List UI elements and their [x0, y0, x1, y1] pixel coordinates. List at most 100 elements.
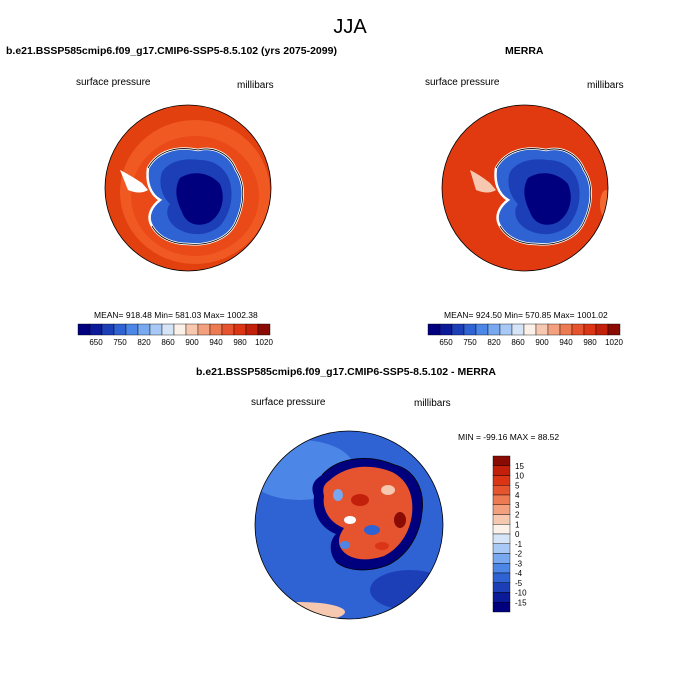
colorbar-3-swatch	[492, 524, 511, 535]
map3-border	[254, 430, 444, 620]
colorbar-3-swatch	[492, 543, 511, 554]
colorbar-2-swatch	[583, 323, 597, 336]
map3-speckle-blue-1	[364, 525, 380, 535]
colorbar-2-swatch	[427, 323, 441, 336]
colorbar-1-swatch	[137, 323, 151, 336]
colorbar-1-tick-label: 900	[185, 338, 199, 347]
colorbar-1-tick-label: 860	[161, 338, 175, 347]
colorbar-2-swatch	[607, 323, 621, 336]
panel2-title: MERRA	[505, 45, 544, 57]
colorbar-3-tick-label: 15	[515, 462, 524, 471]
colorbar-3-swatch	[492, 485, 511, 496]
map2-coastline	[495, 148, 592, 245]
colorbar-3-swatch	[492, 582, 511, 593]
map3-speckle-blue-2	[340, 541, 350, 549]
map2-east-patch	[600, 190, 608, 218]
map1-coastline	[147, 148, 244, 245]
colorbar-2-swatch	[547, 323, 561, 336]
colorbar-2-tick-label: 940	[559, 338, 573, 347]
colorbar-2-tick-label: 980	[583, 338, 597, 347]
panel1-stats: MEAN= 918.48 Min= 581.03 Max= 1002.38	[94, 310, 258, 320]
page-title: JJA	[333, 16, 367, 38]
colorbar-1-swatch	[149, 323, 163, 336]
map2-border	[441, 104, 609, 272]
map2-antarctica-core	[524, 173, 571, 225]
colorbar-1-swatch	[197, 323, 211, 336]
map3	[255, 431, 443, 619]
panel3-units-label: millibars	[414, 398, 451, 409]
colorbar-3-swatch	[492, 455, 511, 466]
colorbar-1-swatch	[221, 323, 235, 336]
colorbar-2-tick-label: 650	[439, 338, 453, 347]
map3-speckle-red-2	[394, 512, 406, 528]
colorbar-2-swatch	[439, 323, 453, 336]
colorbar-1-swatch	[257, 323, 271, 336]
colorbar-2-tick-label: 820	[487, 338, 501, 347]
colorbar-2-tick-label: 1020	[605, 338, 623, 347]
panel2-stats: MEAN= 924.50 Min= 570.85 Max= 1001.02	[444, 310, 608, 320]
colorbar-2-swatch	[559, 323, 573, 336]
colorbar-3-tick-label: 0	[515, 530, 520, 539]
map1-antarctica-core	[176, 173, 223, 225]
panel3-stats: MIN = -99.16 MAX = 88.52	[458, 432, 560, 442]
colorbar-2-swatch	[523, 323, 537, 336]
colorbar-2-swatch	[451, 323, 465, 336]
panel1-title: b.e21.BSSP585cmip6.f09_g17.CMIP6-SSP5-8.…	[6, 45, 337, 57]
colorbar-1-swatch	[209, 323, 223, 336]
panel3-title: b.e21.BSSP585cmip6.f09_g17.CMIP6-SSP5-8.…	[196, 366, 496, 378]
colorbar-3-swatch	[492, 572, 511, 583]
colorbar-1-tick-label: 980	[233, 338, 247, 347]
colorbar-2: 650 750 820 860 900 940 980 1020	[427, 323, 623, 347]
colorbar-3-tick-label: 2	[515, 511, 520, 520]
colorbar-2-swatch	[499, 323, 513, 336]
colorbar-3-tick-label: -4	[515, 569, 523, 578]
map3-speckle-blue-3	[333, 489, 343, 501]
colorbar-1: 650 750 820 860 900 940 980 1020	[77, 323, 273, 347]
map3-coastline	[321, 458, 423, 571]
colorbar-3-swatch	[492, 504, 511, 515]
colorbar-1-swatch	[233, 323, 247, 336]
map3-speckle-red-1	[351, 494, 369, 506]
map3-blue-patch-b	[370, 570, 443, 610]
colorbar-2-swatch	[475, 323, 489, 336]
colorbar-1-tick-label: 750	[113, 338, 127, 347]
map1-border	[104, 104, 272, 272]
colorbar-3-tick-label: 10	[515, 472, 524, 481]
map2	[442, 105, 608, 271]
colorbar-2-swatch	[595, 323, 609, 336]
colorbar-2-tick-label: 900	[535, 338, 549, 347]
panel2-variable-label: surface pressure	[425, 77, 500, 88]
panel1-variable-label: surface pressure	[76, 77, 151, 88]
colorbar-3-swatch	[492, 563, 511, 574]
colorbar-2-tick-label: 860	[511, 338, 525, 347]
panel2-units-label: millibars	[587, 80, 624, 91]
colorbar-3-swatch	[492, 514, 511, 525]
colorbar-2-swatch	[463, 323, 477, 336]
map3-speckle	[333, 485, 406, 550]
colorbar-2-swatch	[511, 323, 525, 336]
colorbar-3-swatch	[492, 592, 511, 603]
colorbar-3-tick-label: 1	[515, 520, 520, 529]
colorbar-3-swatch	[492, 494, 511, 505]
colorbar-3-tick-label: -2	[515, 550, 523, 559]
colorbar-1-swatch	[101, 323, 115, 336]
colorbar-1-swatch	[89, 323, 103, 336]
colorbar-1-swatch	[245, 323, 259, 336]
colorbar-3-tick-label: -15	[515, 598, 527, 607]
map3-speckle-pink-1	[381, 485, 395, 495]
panel1-units-label: millibars	[237, 80, 274, 91]
map3-speckle-red-3	[375, 542, 389, 550]
colorbar-2-swatch	[487, 323, 501, 336]
colorbar-3-tick-label: -3	[515, 559, 523, 568]
colorbar-1-tick-label: 1020	[255, 338, 273, 347]
colorbar-3-tick-label: 4	[515, 491, 520, 500]
colorbar-3-swatch	[492, 465, 511, 476]
colorbar-2-swatch	[571, 323, 585, 336]
colorbar-3-swatch	[492, 475, 511, 486]
colorbar-1-swatch	[185, 323, 199, 336]
colorbar-3-tick-label: -10	[515, 589, 527, 598]
map3-speckle-white-1	[344, 516, 356, 524]
colorbar-3-tick-label: 5	[515, 481, 520, 490]
colorbar-2-tick-label: 750	[463, 338, 477, 347]
